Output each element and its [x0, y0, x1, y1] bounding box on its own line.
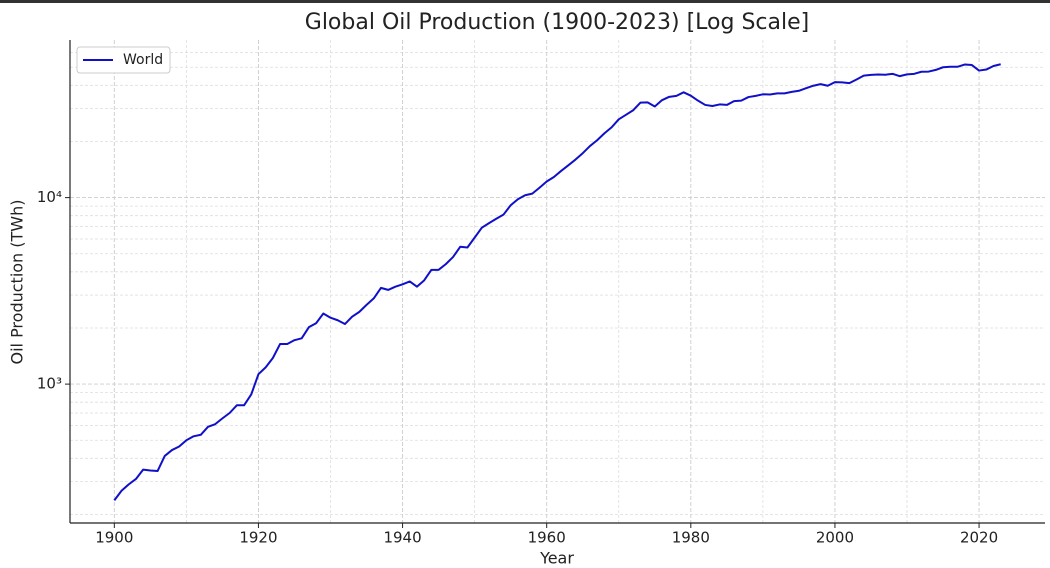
y-tick-label: 10³ — [37, 375, 62, 393]
x-tick-label: 2000 — [816, 529, 854, 547]
legend-label: World — [123, 52, 163, 68]
legend: World — [76, 46, 171, 74]
x-tick-label: 1980 — [672, 529, 710, 547]
x-tick-label: 1920 — [239, 529, 277, 547]
window-edge — [0, 0, 1050, 3]
x-tick-label: 2020 — [960, 529, 998, 547]
line-series — [113, 63, 1001, 501]
x-tick-label: 1960 — [528, 529, 566, 547]
grid — [70, 40, 1045, 523]
axes: 1900 1920 1940 1960 1980 2000 2020 10³ 10⁴ — [37, 40, 1045, 547]
y-tick-label: 10⁴ — [37, 188, 62, 206]
plot — [113, 63, 1001, 501]
legend-box — [76, 46, 171, 74]
chart-title: Global Oil Production (1900-2023) [Log S… — [305, 10, 809, 35]
x-tick-label: 1900 — [95, 529, 133, 547]
y-axis-label: Oil Production (TWh) — [8, 200, 27, 365]
x-tick-label: 1940 — [383, 529, 421, 547]
x-axis-label: Year — [539, 549, 574, 568]
